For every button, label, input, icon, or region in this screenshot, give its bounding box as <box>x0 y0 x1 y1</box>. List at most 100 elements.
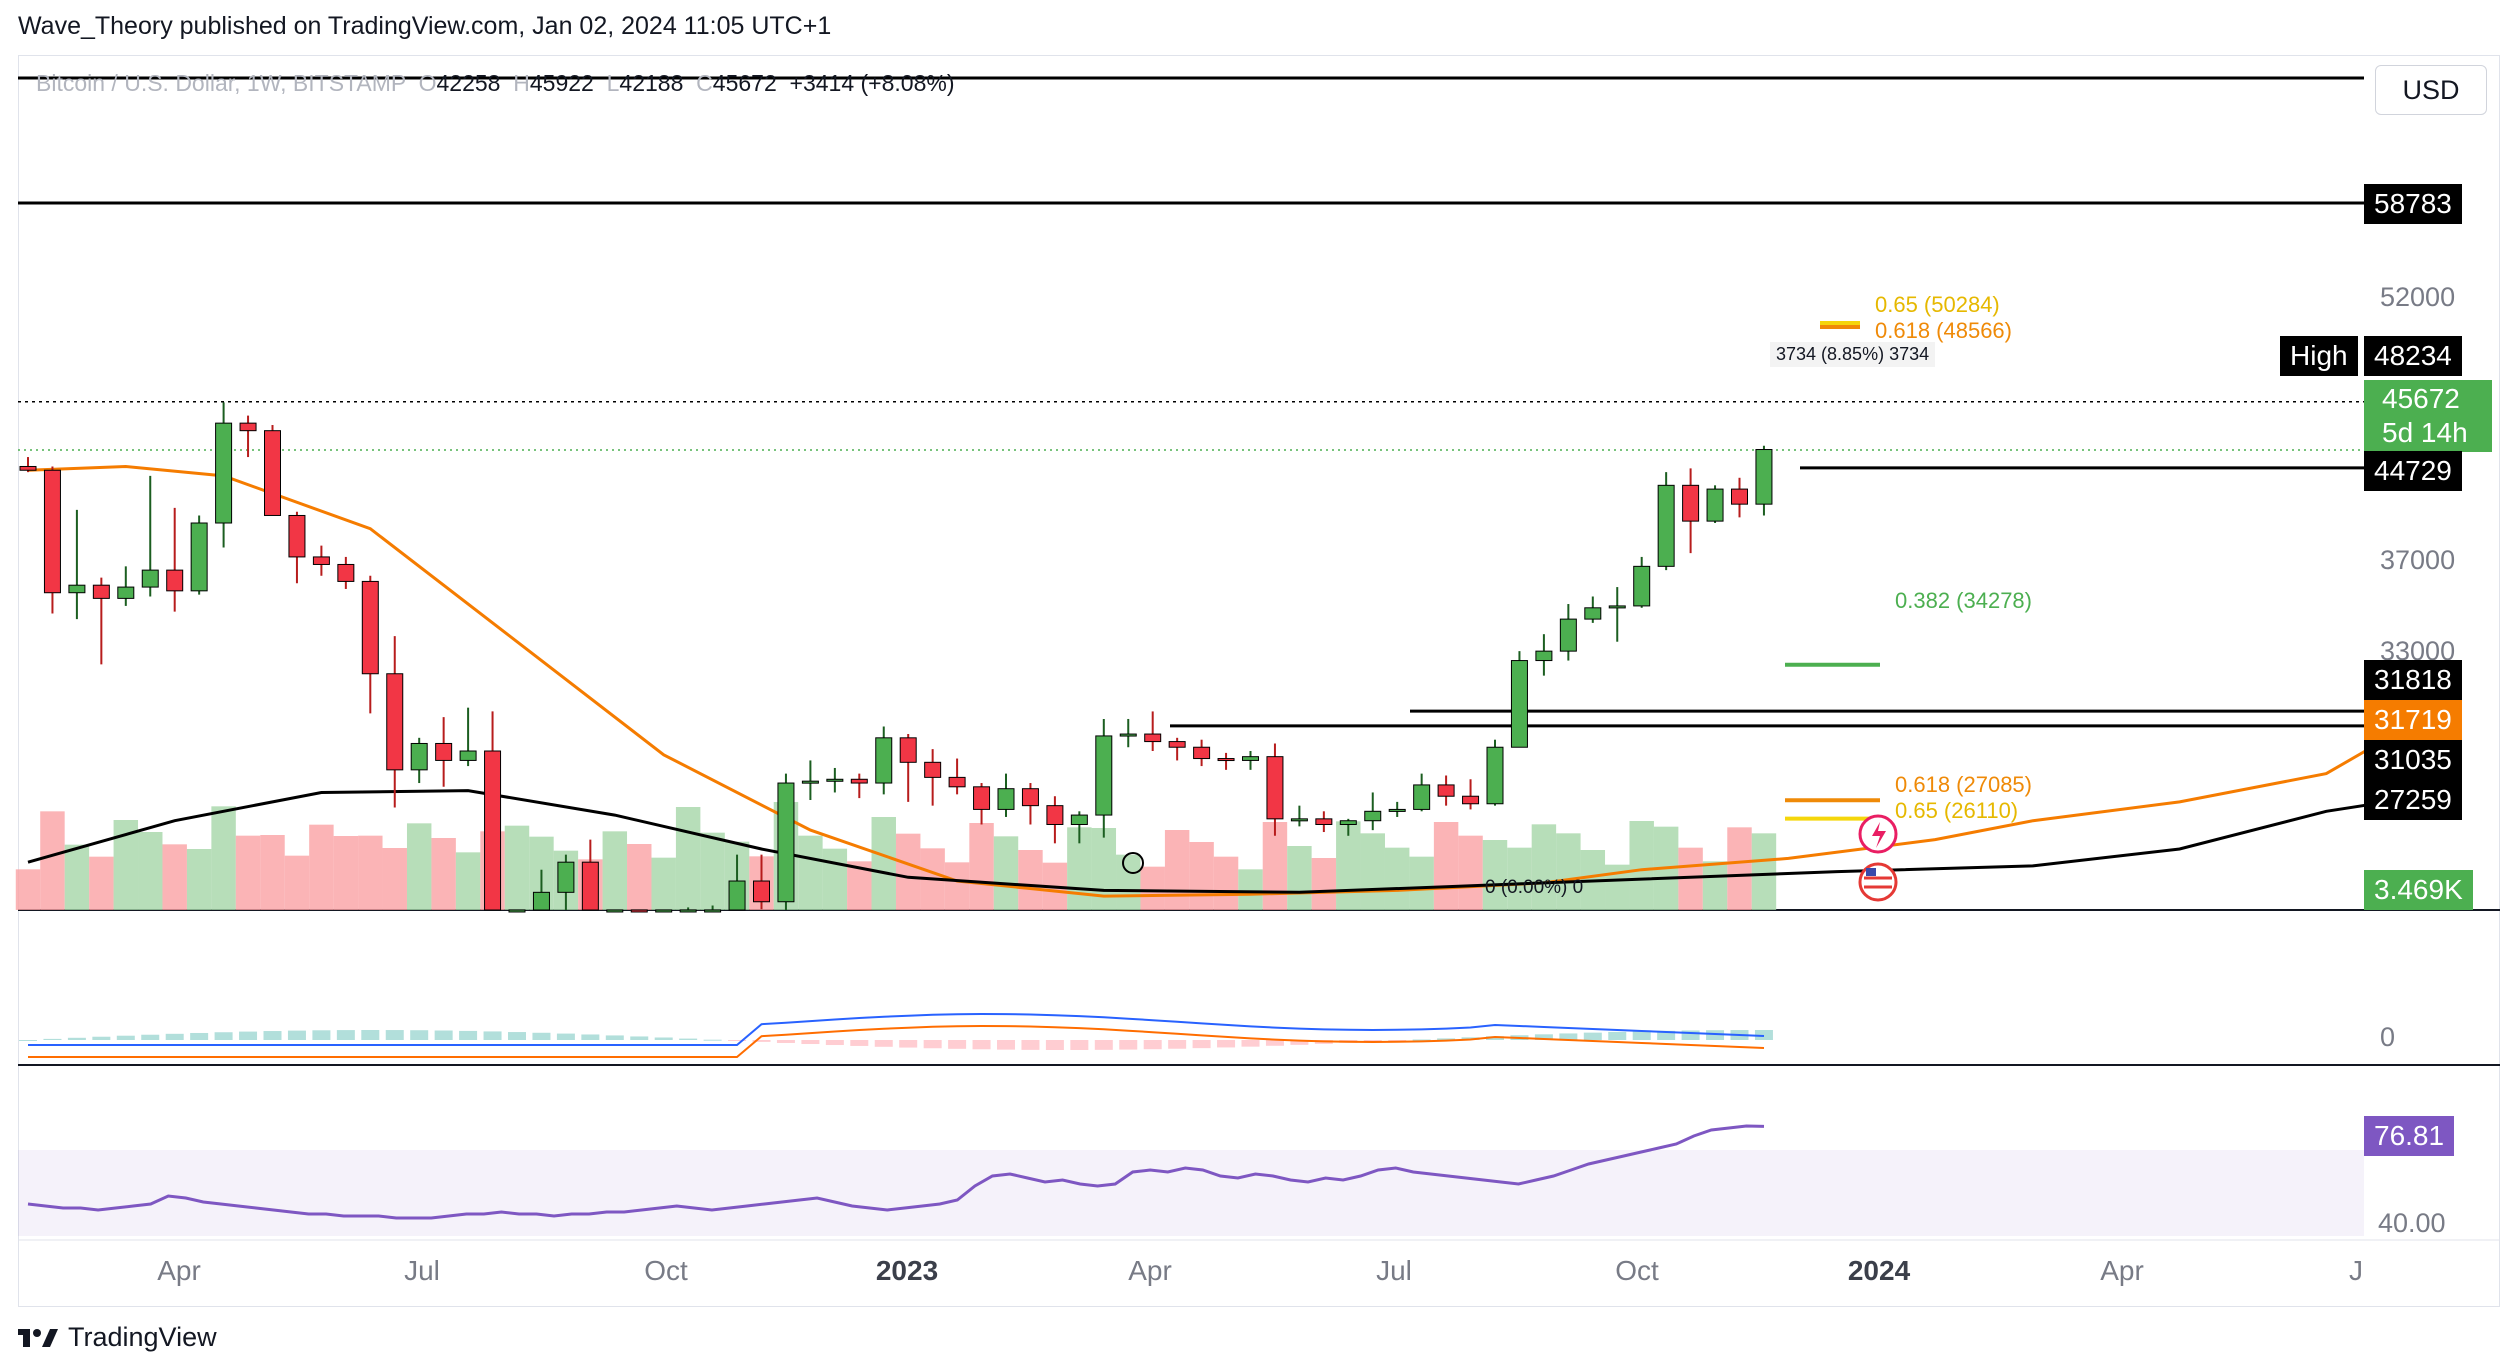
macd-histogram-bar <box>508 1032 526 1040</box>
candle-down <box>19 465 37 471</box>
candle-down <box>435 742 453 761</box>
candle-down <box>1266 756 1284 820</box>
candle-down <box>1682 484 1700 522</box>
volume-bar <box>944 862 970 910</box>
time-axis-label: Jul <box>1376 1255 1412 1286</box>
volume-bar <box>871 817 896 910</box>
macd-histogram-bar <box>1608 1031 1627 1040</box>
candle-down <box>1731 488 1748 505</box>
macd-histogram-bar <box>67 1037 86 1040</box>
measure-label: 3734 (8.85%) 3734 <box>1770 342 1936 367</box>
time-axis-label: Apr <box>1128 1255 1172 1286</box>
candle-down <box>92 584 110 599</box>
macd-histogram-bar <box>1094 1040 1113 1050</box>
macd-histogram-bar <box>1168 1040 1187 1049</box>
tradingview-brand: TradingView <box>68 1322 217 1352</box>
macd-histogram-bar <box>1706 1030 1725 1040</box>
macd-histogram-bar <box>630 1036 649 1040</box>
ema-50-line <box>27 464 2425 898</box>
price-axis-label: 37000 <box>2380 545 2456 575</box>
candle-up <box>1486 746 1504 805</box>
high-value: 45922 <box>529 70 594 96</box>
macd-histogram-bar <box>1265 1040 1284 1046</box>
volume-area <box>15 802 1777 910</box>
candle-down <box>924 761 942 778</box>
macd-histogram-bar <box>1070 1040 1089 1050</box>
candle-down <box>1193 746 1211 760</box>
candle-down <box>386 673 404 771</box>
volume-bar <box>162 844 187 910</box>
macd-histogram-bar <box>825 1040 844 1046</box>
volume-bar <box>235 835 261 910</box>
volume-bar <box>186 849 212 910</box>
volume-bar <box>455 852 481 910</box>
horizontal-levels <box>18 76 2364 728</box>
flag-canton <box>1866 868 1876 876</box>
macd-histogram-bar <box>581 1034 600 1040</box>
candle-up <box>1657 484 1675 567</box>
candle-down <box>630 909 648 913</box>
macd-histogram-bar <box>1437 1038 1456 1040</box>
macd-histogram-bar <box>1412 1039 1431 1041</box>
candle-up <box>606 909 624 913</box>
volume-bar <box>284 855 310 910</box>
macd-histogram-bar <box>1192 1040 1211 1049</box>
volume-bar <box>211 806 236 910</box>
candle-up <box>508 909 526 913</box>
candle-up <box>532 891 550 911</box>
volume-bar <box>333 836 359 910</box>
chart-frame[interactable] <box>18 55 2500 1307</box>
fib-label: 0.618 (48566) <box>1875 318 2012 343</box>
macd-histogram-bar <box>459 1030 478 1040</box>
volume-bar <box>1311 858 1337 910</box>
level-tag: 44729 <box>2364 451 2462 491</box>
symbol-label: Bitcoin / U.S. Dollar, 1W, BITSTAMP <box>36 70 406 96</box>
volume-bar <box>700 832 725 910</box>
macd-histogram-bar <box>1632 1031 1651 1040</box>
candle-up <box>1070 814 1088 825</box>
macd-histogram-bar <box>434 1030 453 1040</box>
candle-up <box>1364 810 1382 822</box>
tradingview-logo-icon <box>18 1328 58 1347</box>
candle-down <box>264 430 281 516</box>
volume-bar <box>1140 866 1165 910</box>
volume-bar <box>1238 869 1263 910</box>
ohlc-legend: Bitcoin / U.S. Dollar, 1W, BITSTAMP O422… <box>36 70 955 96</box>
volume-bar <box>1751 833 1777 910</box>
candle-down <box>1021 788 1039 807</box>
macd-histogram-bar <box>556 1033 575 1040</box>
macd-histogram-bar <box>19 1040 37 1041</box>
price-axis-label: 52000 <box>2380 282 2456 312</box>
rsi-band <box>18 1150 2364 1236</box>
time-axis-label: Oct <box>1615 1255 1659 1286</box>
volume-bar <box>1507 847 1532 910</box>
volume-bar <box>895 833 921 910</box>
candle-down <box>288 514 306 558</box>
currency-button[interactable]: USD <box>2375 65 2487 115</box>
candle-up <box>1755 449 1773 505</box>
fib-label: 0.382 (34278) <box>1895 588 2032 613</box>
candle-up <box>655 909 673 913</box>
volume-bar <box>1091 828 1117 910</box>
macd-histogram-bar <box>1559 1033 1578 1040</box>
rsi-line <box>27 1124 1765 1220</box>
candle-up <box>1510 660 1528 748</box>
zero-label: 0 (0.00%) 0 <box>1485 877 1584 898</box>
macd-histogram-bar <box>948 1040 967 1049</box>
candle-up <box>1608 605 1626 609</box>
last-price-tag: 45672 5d 14h <box>2364 380 2492 452</box>
fibonacci-lines <box>1785 321 1880 821</box>
candle-down <box>899 737 917 763</box>
candle-up <box>141 569 159 588</box>
macd-histogram-bar <box>1143 1040 1162 1050</box>
candle-up <box>997 788 1015 810</box>
open-value: 42258 <box>436 70 501 96</box>
volume-bar <box>1531 824 1557 910</box>
macd-histogram-bar <box>385 1030 404 1040</box>
volume-bar <box>1482 840 1508 910</box>
macd-histogram-bar <box>92 1036 111 1040</box>
candle-down <box>973 786 991 810</box>
volume-bar <box>1702 861 1728 910</box>
candle-up <box>1290 818 1308 822</box>
